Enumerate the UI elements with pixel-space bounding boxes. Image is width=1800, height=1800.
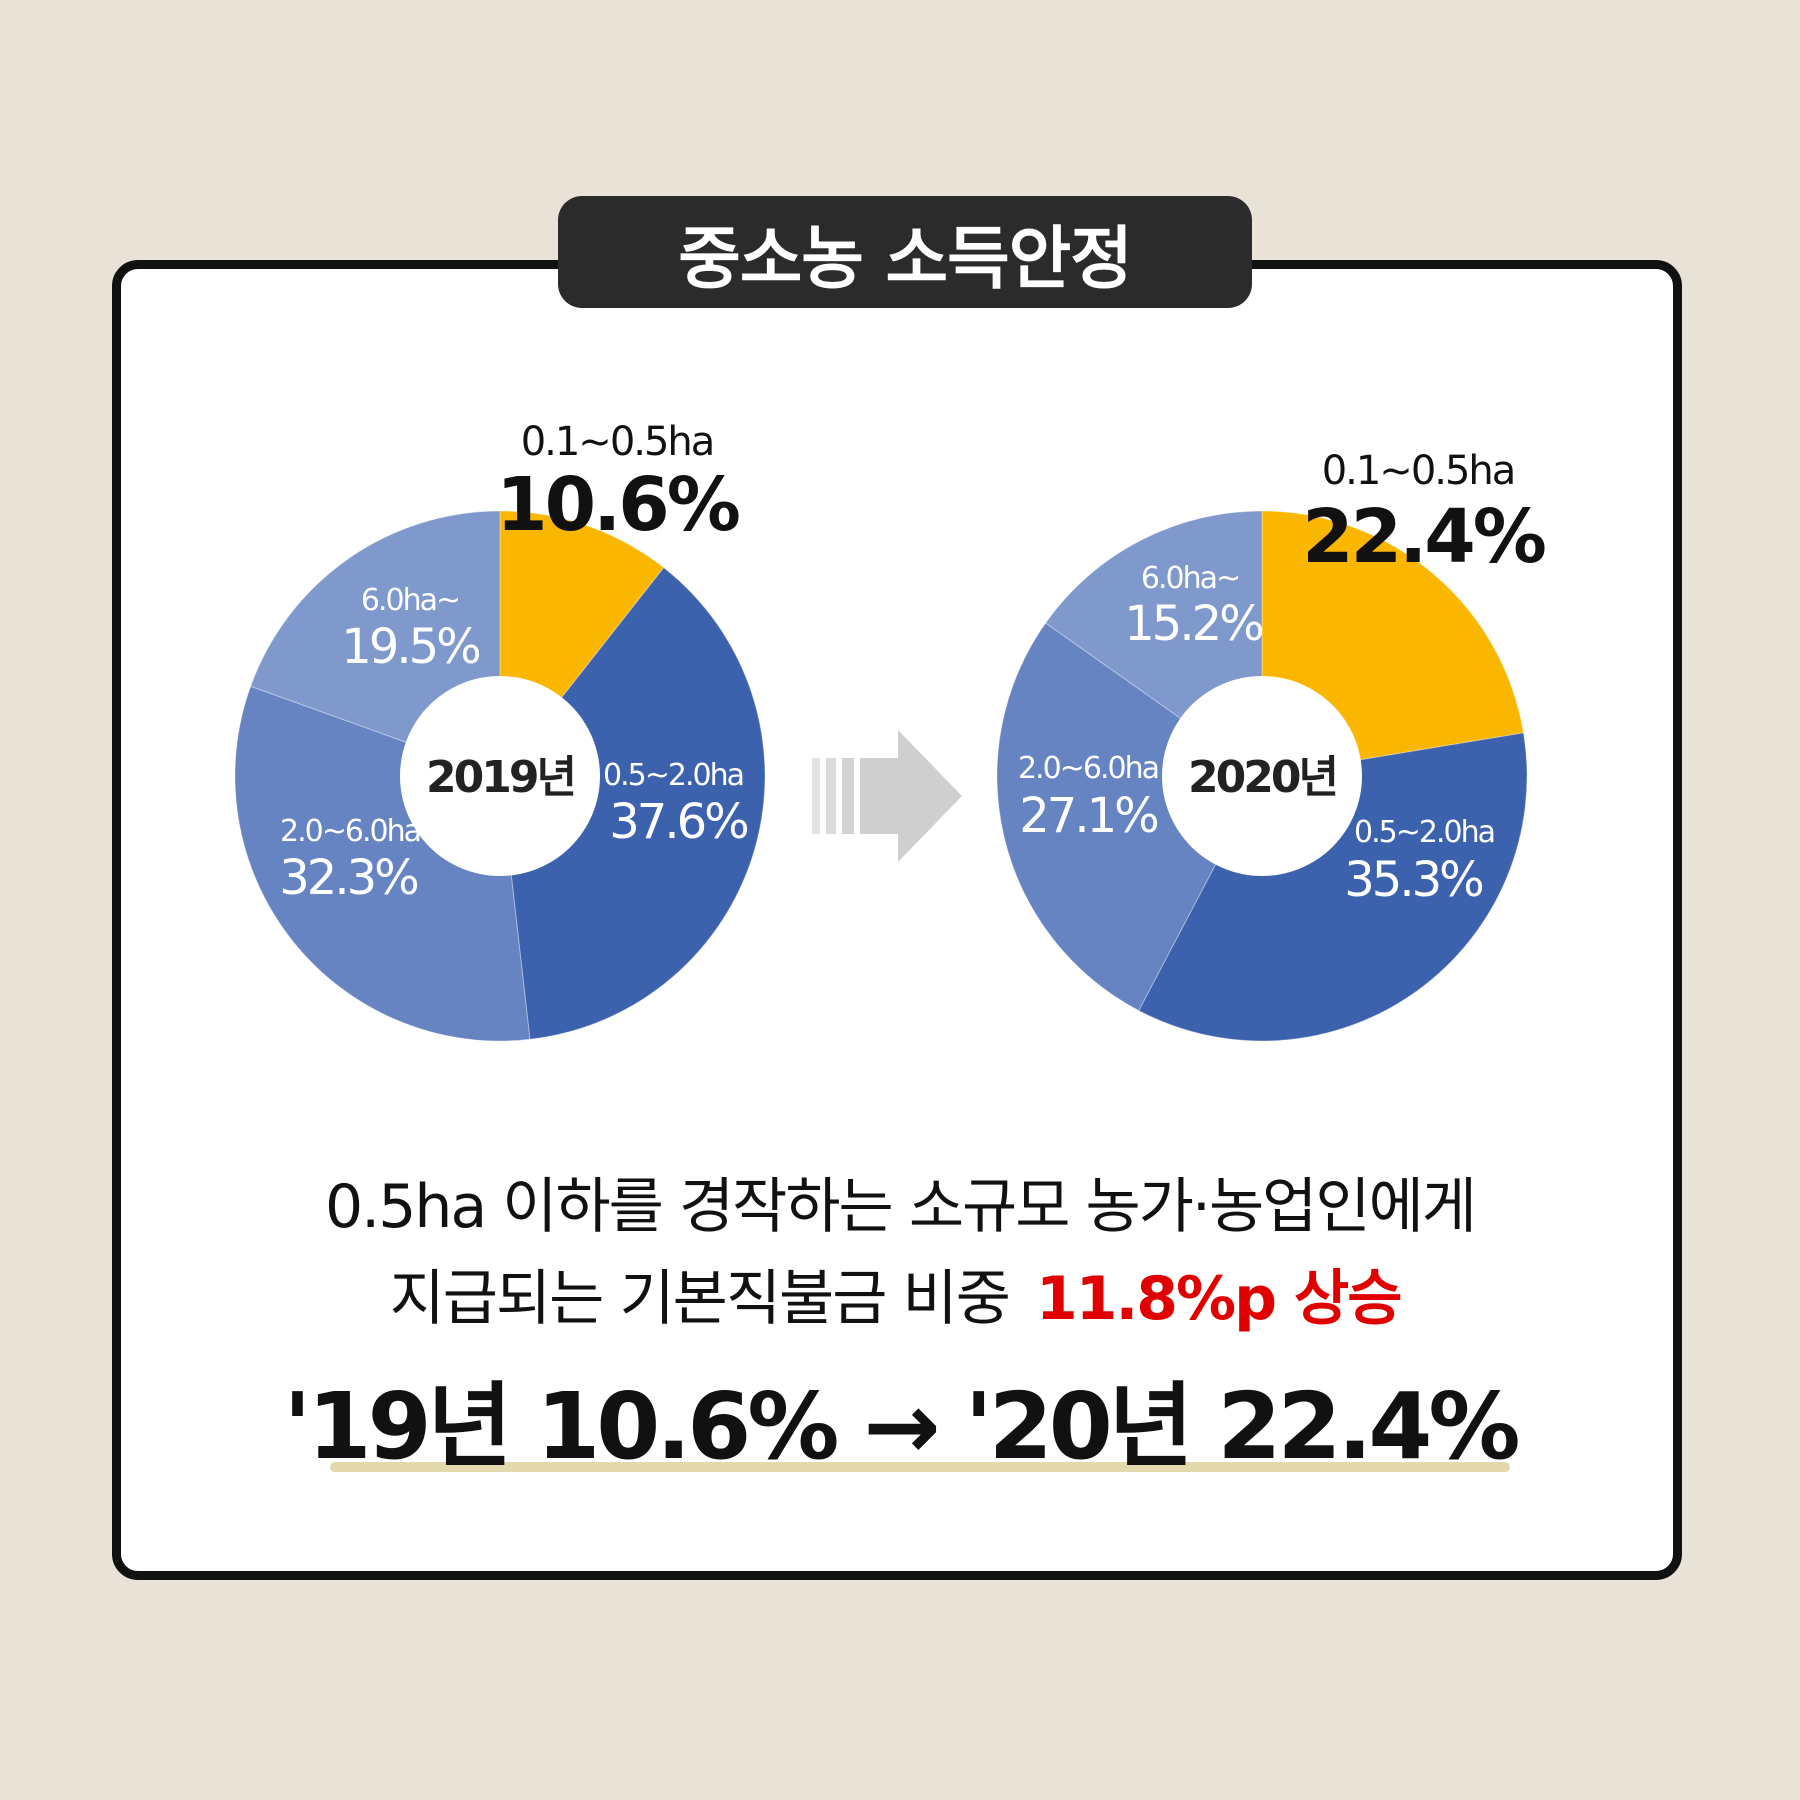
caption-line-2: 지급되는 기본직불금 비중 11.8%p 상승 <box>0 1250 1800 1337</box>
slice-range-label: 0.1~0.5ha <box>521 419 714 465</box>
pie-slice-0-5-2-0ha <box>499 566 766 1040</box>
caption-line-2-text: 지급되는 기본직불금 비중 <box>389 1264 1026 1334</box>
increase-highlight: 11.8%p 상승 <box>1026 1250 1411 1337</box>
slice-range-label: 0.5~2.0ha <box>1354 815 1494 850</box>
slice-range-label: 6.0ha~ <box>1141 561 1239 596</box>
caption-line-1: 0.5ha 이하를 경작하는 소규모 농가·농업인에게 <box>325 1172 1477 1242</box>
summary-underline <box>330 1462 1510 1472</box>
slice-range-label: 0.5~2.0ha <box>603 758 743 793</box>
summary-text: '19년 10.6% → '20년 22.4% <box>283 1373 1520 1480</box>
donut-hole <box>400 676 600 876</box>
slice-value-label: 27.1% <box>1019 788 1157 844</box>
pie-slice-0-5-2-0ha <box>1138 732 1528 1042</box>
center-year-label: 2020년 <box>1188 752 1336 803</box>
slice-value-label: 32.3% <box>279 850 417 906</box>
slice-range-label: 2.0~6.0ha <box>1018 751 1158 786</box>
slice-value-label: 22.4% <box>1302 494 1545 580</box>
page-title: 중소농 소득안정 <box>558 196 1252 308</box>
slice-value-label: 10.6% <box>496 462 739 548</box>
center-year-label: 2019년 <box>426 752 574 803</box>
slice-value-label: 35.3% <box>1344 852 1482 908</box>
slice-range-label: 2.0~6.0ha <box>280 814 420 849</box>
slice-value-label: 37.6% <box>609 794 747 850</box>
slice-value-label: 19.5% <box>341 619 479 675</box>
slice-value-label: 15.2% <box>1124 596 1262 652</box>
arrow-icon <box>812 730 962 862</box>
donut-hole <box>1162 676 1362 876</box>
slice-range-label: 6.0ha~ <box>361 583 459 618</box>
pie-slice-2-0-6-0ha <box>996 622 1263 1012</box>
slice-range-label: 0.1~0.5ha <box>1322 448 1515 494</box>
